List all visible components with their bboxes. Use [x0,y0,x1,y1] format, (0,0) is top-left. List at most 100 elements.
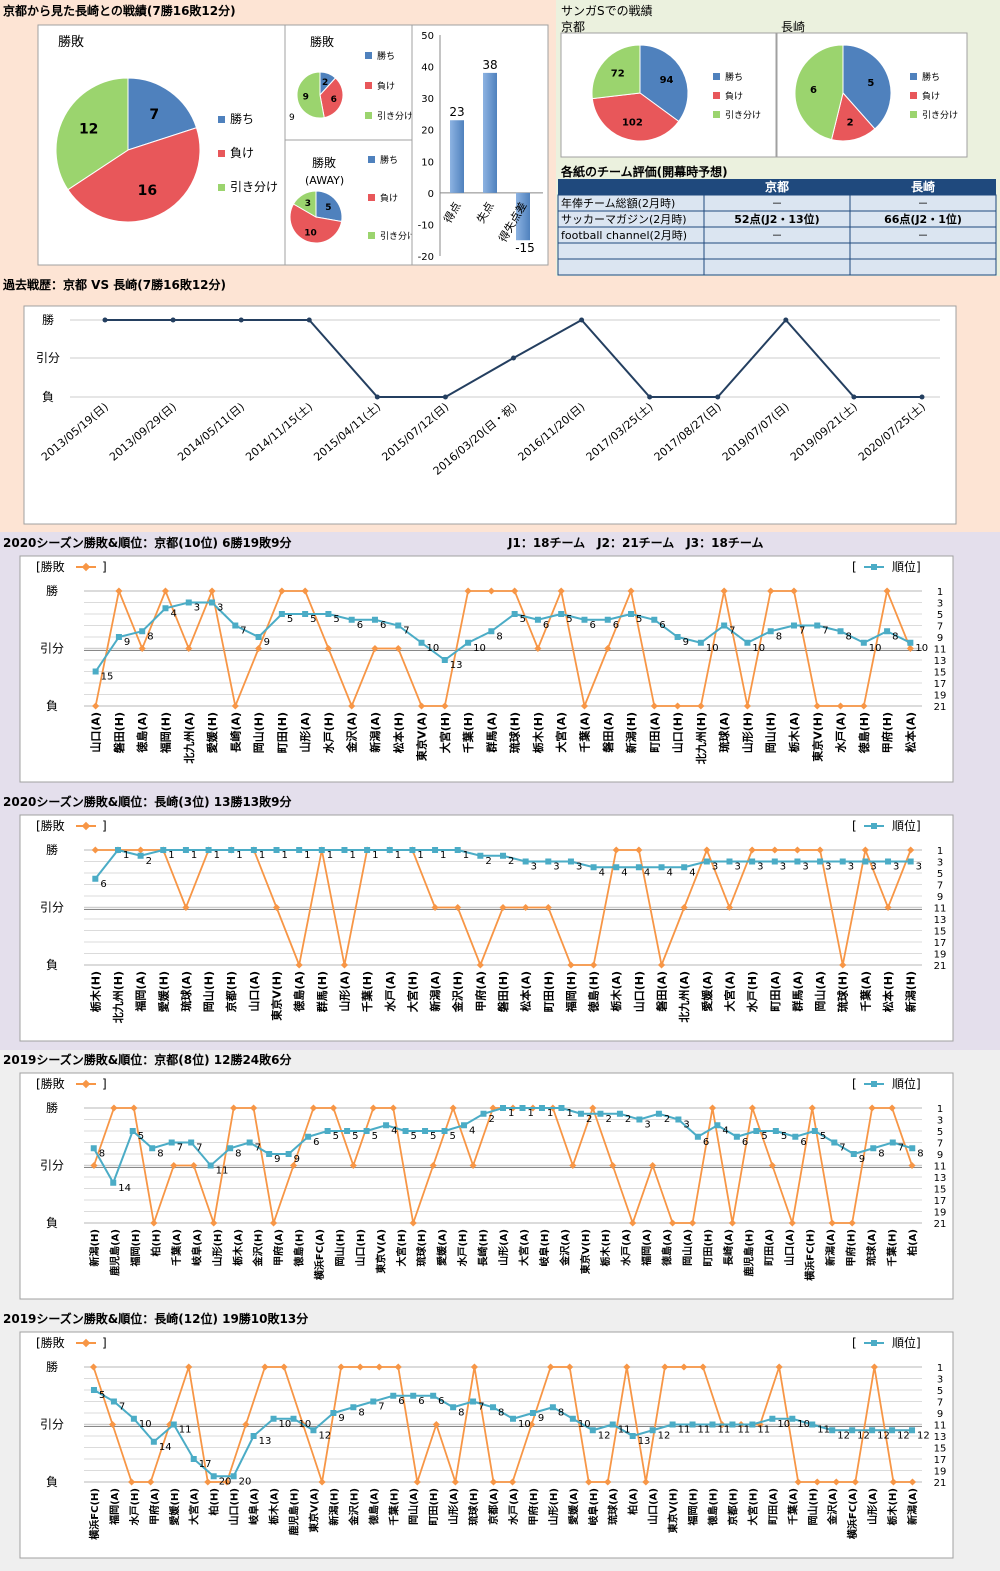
season-category-1-6: 京都(H) [224,971,238,1012]
season-category-3-15: 千葉(H) [387,1488,400,1526]
season-rank-label-1-7: 1 [259,850,265,861]
season-result-point-1-31 [793,846,801,854]
season-rank-point-1-34 [862,858,869,865]
season-rank-point-0-14 [418,639,425,646]
history-point-5 [442,394,448,400]
pie-home-label-1: 6 [331,95,337,105]
season-title-nagasaki-2020: 2020シーズン勝敗&順位：長崎(3位) 13勝13敗9分 [3,795,292,809]
season-legend-result-0: [勝敗 [36,559,65,574]
season-rank-label-1-2: 2 [146,856,152,867]
season-category-3-1: 福岡(A) [108,1488,121,1526]
season-category-3-0: 横浜FC(H) [88,1488,101,1540]
season-legend-rank-1: 順位] [892,818,921,833]
season-rank-point-2-29 [655,1110,662,1117]
season-category-2-0: 新潟(H) [88,1229,101,1267]
season-category-1-21: 福岡(H) [564,971,578,1013]
season-rank-point-2-28 [636,1116,643,1123]
history-point-2 [238,317,244,323]
season-category-3-12: 新潟(H) [327,1488,340,1526]
season-category-1-35: 松本(H) [881,971,895,1012]
season-rank-point-1-3 [160,847,167,853]
season-ranktick-3-5: 11 [934,1421,947,1432]
season-legend-rank-0: 順位] [892,559,921,574]
season-category-3-26: 琉球(A) [607,1488,620,1525]
season-rank-point-2-41 [889,1139,896,1146]
season-result-point-1-9 [295,961,303,969]
season-category-2-33: 町田(A) [764,1229,776,1266]
season-rank-point-3-2 [130,1415,137,1422]
season-rank-point-0-23 [628,611,635,617]
season-rank-label-2-21: 1 [508,1108,514,1119]
season-category-2-14: 東京V(A) [374,1229,387,1274]
season-rank-label-2-40: 8 [878,1148,884,1159]
eval-cell-2-2: － [918,229,929,242]
season-rank-label-3-14: 7 [378,1402,384,1413]
season-rank-label-3-16: 6 [418,1396,424,1407]
season-rank-point-3-11 [310,1427,317,1434]
season-category-0-27: 琉球(A) [717,712,731,753]
season-rank-label-1-0: 6 [100,879,106,890]
season-rank-label-3-30: 11 [698,1425,711,1436]
season-result-point-1-25 [658,961,666,969]
season-rank-label-2-23: 1 [547,1108,553,1119]
pie-main-legend-text-0: 勝ち [230,111,254,126]
season-rank-point-2-1 [110,1179,117,1186]
season-rank-point-1-23 [613,864,620,871]
season-category-3-34: 町田(A) [767,1488,779,1525]
season-rank-label-2-25: 2 [586,1114,592,1125]
season-rank-point-3-27 [629,1433,636,1439]
season-rank-point-0-3 [162,605,169,612]
season-rank-point-2-8 [246,1139,253,1146]
season-category-2-26: 水戸(A) [620,1229,633,1267]
season-rank-point-0-18 [511,611,518,617]
season-rank-point-0-9 [302,611,309,617]
season-ranktick-2-5: 11 [934,1162,947,1173]
pie-away-title: 勝敗 [312,155,336,170]
season-category-0-10: 水戸(H) [321,712,335,753]
season-ranktick-1-3: 7 [937,881,943,892]
season-rank-label-2-34: 5 [761,1131,767,1142]
season-rank-label-3-0: 5 [99,1390,105,1401]
season-category-0-3: 福岡(H) [158,712,172,754]
season-rank-label-0-10: 5 [333,614,339,625]
season-rank-point-2-36 [792,1133,799,1140]
season-result-point-1-18 [499,903,507,912]
season-category-1-26: 北九州(A) [677,971,691,1023]
season-category-0-11: 金沢(A) [345,712,359,754]
season-rank-label-3-24: 10 [578,1419,591,1430]
history-point-0 [102,317,108,323]
season-result-point-0-29 [767,587,775,595]
season-rank-point-1-1 [114,847,121,853]
season-category-2-39: 千葉(H) [885,1229,898,1267]
season-ranktick-0-9: 19 [934,691,947,702]
season-rank-label-1-27: 3 [712,862,718,873]
season-rank-point-0-15 [441,657,448,663]
season-rank-label-1-16: 1 [463,850,469,861]
season-rank-point-1-4 [182,847,189,853]
season-category-3-17: 町田(H) [428,1488,440,1526]
season-ranktick-0-0: 1 [937,587,943,598]
season-category-3-8: 岐阜(A) [248,1488,261,1525]
season-category-2-22: 岐阜(H) [538,1229,551,1267]
season-rank-point-3-3 [150,1438,157,1445]
season-category-3-9: 栃木(A) [268,1488,281,1525]
season-result-point-0-17 [487,587,495,595]
season-result-point-0-16 [464,587,472,595]
goals-ytick-3: 20 [421,126,434,137]
sanga-nagasaki-legend-swatch-2 [910,111,917,118]
season-category-2-6: 山形(H) [211,1229,224,1267]
season-result-line-0 [94,587,912,710]
season-category-3-36: 岡山(H) [806,1488,819,1526]
season-ranktick-1-0: 1 [937,846,943,857]
season-result-point-1-4 [182,903,190,912]
season-rank-point-2-25 [577,1110,584,1117]
season-legend-rank-2: 順位] [892,1076,921,1091]
season-rank-point-0-19 [534,616,541,623]
season-category-3-16: 岡山(A) [407,1488,420,1525]
season-result-point-1-27 [703,846,711,854]
season-category-1-33: 琉球(H) [836,971,850,1012]
season-rank-label-2-42: 8 [917,1148,923,1159]
season-category-2-34: 山口(A) [783,1229,796,1266]
season-ylabel-3-1: 引分 [40,1418,64,1432]
season-rank-label-3-17: 6 [438,1396,444,1407]
